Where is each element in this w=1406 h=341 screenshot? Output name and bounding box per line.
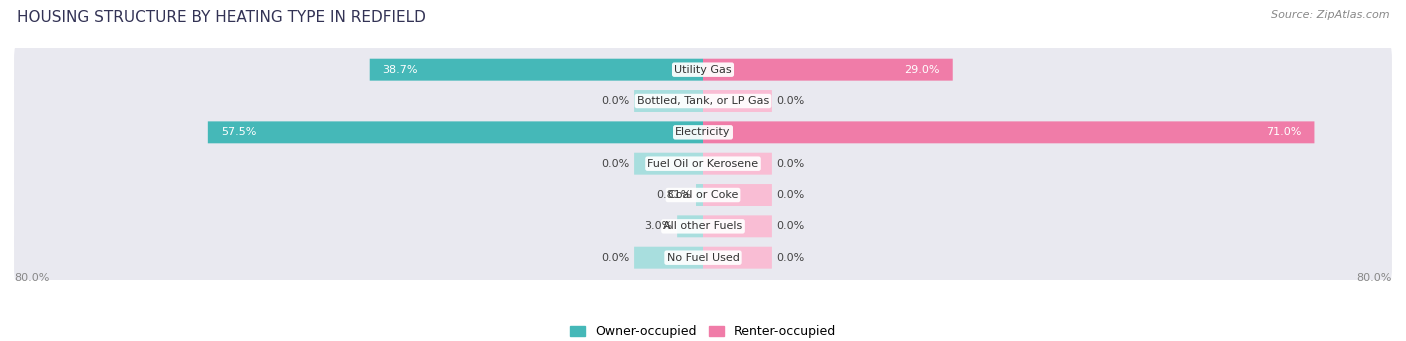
FancyBboxPatch shape [703, 247, 772, 269]
Text: 80.0%: 80.0% [1357, 273, 1392, 283]
FancyBboxPatch shape [703, 184, 772, 206]
Text: 0.0%: 0.0% [776, 253, 804, 263]
Text: No Fuel Used: No Fuel Used [666, 253, 740, 263]
Text: 29.0%: 29.0% [904, 65, 939, 75]
FancyBboxPatch shape [14, 200, 1392, 253]
Text: Source: ZipAtlas.com: Source: ZipAtlas.com [1271, 10, 1389, 20]
Text: 0.0%: 0.0% [776, 190, 804, 200]
Text: 0.0%: 0.0% [776, 159, 804, 169]
Text: All other Fuels: All other Fuels [664, 221, 742, 231]
FancyBboxPatch shape [208, 121, 703, 143]
FancyBboxPatch shape [703, 90, 772, 112]
FancyBboxPatch shape [14, 231, 1392, 284]
Text: Electricity: Electricity [675, 127, 731, 137]
FancyBboxPatch shape [14, 168, 1392, 222]
FancyBboxPatch shape [14, 74, 1392, 128]
Text: 57.5%: 57.5% [221, 127, 256, 137]
Text: Utility Gas: Utility Gas [675, 65, 731, 75]
Text: 71.0%: 71.0% [1267, 127, 1302, 137]
Text: 0.0%: 0.0% [776, 221, 804, 231]
Text: 0.0%: 0.0% [602, 159, 630, 169]
Text: Coal or Coke: Coal or Coke [668, 190, 738, 200]
Text: 80.0%: 80.0% [14, 273, 49, 283]
FancyBboxPatch shape [14, 106, 1392, 159]
Text: 0.81%: 0.81% [657, 190, 692, 200]
FancyBboxPatch shape [703, 121, 1315, 143]
FancyBboxPatch shape [14, 43, 1392, 96]
FancyBboxPatch shape [634, 153, 703, 175]
Legend: Owner-occupied, Renter-occupied: Owner-occupied, Renter-occupied [569, 325, 837, 338]
Text: 38.7%: 38.7% [382, 65, 418, 75]
FancyBboxPatch shape [14, 137, 1392, 190]
Text: Bottled, Tank, or LP Gas: Bottled, Tank, or LP Gas [637, 96, 769, 106]
Text: 0.0%: 0.0% [602, 96, 630, 106]
FancyBboxPatch shape [370, 59, 703, 80]
FancyBboxPatch shape [634, 90, 703, 112]
FancyBboxPatch shape [696, 184, 703, 206]
FancyBboxPatch shape [634, 247, 703, 269]
FancyBboxPatch shape [703, 153, 772, 175]
FancyBboxPatch shape [703, 216, 772, 237]
Text: 3.0%: 3.0% [644, 221, 673, 231]
Text: HOUSING STRUCTURE BY HEATING TYPE IN REDFIELD: HOUSING STRUCTURE BY HEATING TYPE IN RED… [17, 10, 426, 25]
FancyBboxPatch shape [703, 59, 953, 80]
Text: 0.0%: 0.0% [776, 96, 804, 106]
Text: 0.0%: 0.0% [602, 253, 630, 263]
FancyBboxPatch shape [678, 216, 703, 237]
Text: Fuel Oil or Kerosene: Fuel Oil or Kerosene [647, 159, 759, 169]
